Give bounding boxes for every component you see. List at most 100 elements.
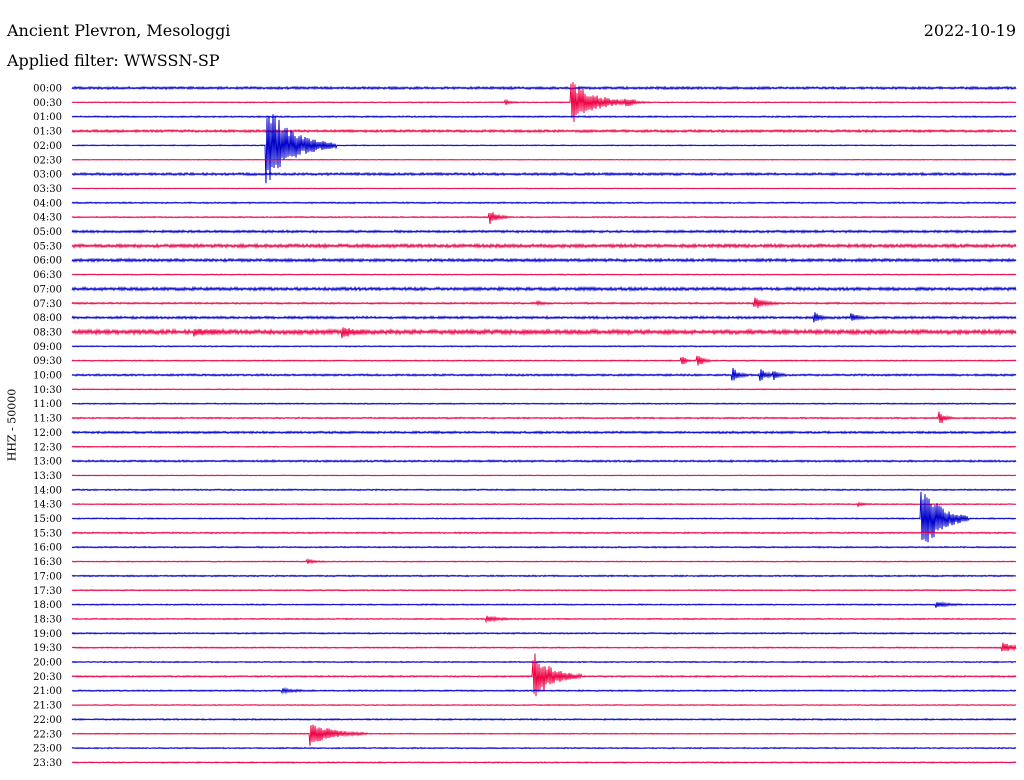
row-time-label: 14:30: [33, 500, 62, 511]
row-time-label: 08:00: [33, 313, 62, 324]
row-time-label: 13:00: [33, 457, 62, 468]
row-time-label: 17:00: [33, 571, 62, 582]
row-time-label: 06:00: [33, 256, 62, 267]
row-time-label: 05:00: [33, 227, 62, 238]
row-time-label: 21:30: [33, 701, 62, 712]
row-time-label: 18:30: [33, 614, 62, 625]
row-time-label: 01:00: [33, 112, 62, 123]
trace-line: [71, 531, 1017, 535]
trace-line: [71, 158, 1017, 161]
row-time-label: 04:30: [33, 213, 62, 224]
row-time-label: 15:30: [33, 528, 62, 539]
trace-line: [71, 491, 1017, 543]
trace-line: [71, 642, 1017, 652]
trace-line: [71, 402, 1017, 406]
row-time-label: 02:30: [33, 155, 62, 166]
row-time-label: 23:00: [33, 744, 62, 755]
row-time-label: 20:00: [33, 658, 62, 669]
row-time-label: 22:30: [33, 729, 62, 740]
trace-line: [71, 558, 1017, 565]
trace-line: [71, 82, 1017, 123]
row-time-label: 13:30: [33, 471, 62, 482]
row-time-label: 06:30: [33, 270, 62, 281]
trace-line: [71, 724, 1017, 746]
row-time-label: 05:30: [33, 241, 62, 252]
trace-line: [71, 717, 1017, 721]
trace-line: [71, 242, 1017, 250]
trace-line: [71, 686, 1017, 695]
row-time-label: 07:00: [33, 284, 62, 295]
row-time-label: 15:00: [33, 514, 62, 525]
trace-line: [71, 171, 1017, 177]
trace-line: [71, 615, 1017, 624]
trace-line: [71, 703, 1017, 707]
trace-line: [71, 445, 1017, 448]
row-time-label: 00:30: [33, 98, 62, 109]
station-title: Ancient Plevron, Mesologgi: [7, 21, 231, 40]
row-time-label: 12:30: [33, 442, 62, 453]
row-time-label: 20:30: [33, 672, 62, 683]
row-time-label: 07:30: [33, 299, 62, 310]
trace-line: [71, 327, 1017, 339]
trace-line: [71, 761, 1017, 764]
trace-line: [71, 545, 1017, 549]
row-time-label: 11:00: [33, 399, 62, 410]
trace-line: [71, 411, 1017, 424]
row-time-label: 04:00: [33, 198, 62, 209]
trace-line: [71, 653, 1017, 697]
trace-line: [71, 257, 1017, 264]
trace-line: [71, 212, 1017, 224]
trace-line: [71, 85, 1017, 91]
trace-line: [71, 128, 1017, 134]
trace-line: [71, 201, 1017, 205]
trace-line: [71, 501, 1017, 508]
trace-line: [71, 660, 1017, 664]
trace-line: [71, 355, 1017, 366]
filter-label: Applied filter: WWSSN-SP: [7, 51, 220, 70]
row-time-label: 11:30: [33, 414, 62, 425]
trace-line: [71, 746, 1017, 750]
trace-line: [71, 115, 1017, 119]
trace-line: [71, 344, 1017, 348]
trace-line: [71, 588, 1017, 592]
row-time-label: 10:30: [33, 385, 62, 396]
row-time-label: 02:00: [33, 141, 62, 152]
trace-line: [71, 114, 1017, 184]
trace-line: [71, 229, 1017, 234]
row-time-label: 03:00: [33, 170, 62, 181]
row-time-label: 00:00: [33, 84, 62, 95]
row-time-label: 12:00: [33, 428, 62, 439]
trace-line: [71, 430, 1017, 435]
trace-line: [71, 388, 1017, 391]
row-time-label: 17:30: [33, 586, 62, 597]
trace-line: [71, 474, 1017, 477]
date-label: 2022-10-19: [923, 21, 1016, 40]
trace-line: [71, 285, 1017, 292]
row-time-label: 19:30: [33, 643, 62, 654]
row-time-label: 01:30: [33, 127, 62, 138]
trace-line: [71, 488, 1017, 492]
row-time-label: 08:30: [33, 327, 62, 338]
row-time-label: 16:00: [33, 543, 62, 554]
trace-line: [71, 631, 1017, 635]
row-time-label: 22:00: [33, 715, 62, 726]
trace-line: [71, 273, 1017, 276]
row-time-label: 19:00: [33, 629, 62, 640]
row-time-label: 09:00: [33, 342, 62, 353]
trace-line: [71, 574, 1017, 578]
row-time-label: 21:00: [33, 686, 62, 697]
trace-line: [71, 601, 1017, 608]
row-time-label: 14:00: [33, 485, 62, 496]
row-time-label: 09:30: [33, 356, 62, 367]
trace-line: [71, 367, 1017, 381]
row-time-label: 10:00: [33, 371, 62, 382]
row-time-label: 16:30: [33, 557, 62, 568]
trace-line: [71, 459, 1017, 464]
row-time-label: 03:30: [33, 184, 62, 195]
row-time-label: 23:30: [33, 758, 62, 769]
trace-line: [71, 297, 1017, 309]
trace-line: [71, 187, 1017, 190]
trace-line: [71, 312, 1017, 323]
row-time-label: 18:00: [33, 600, 62, 611]
